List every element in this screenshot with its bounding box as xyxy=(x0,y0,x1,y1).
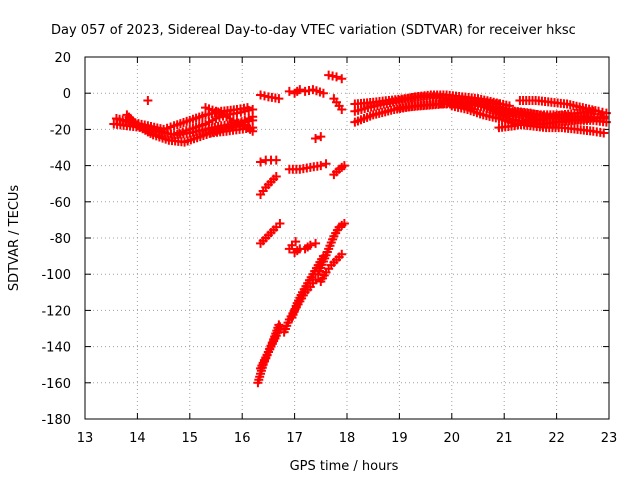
data-point xyxy=(284,86,294,96)
y-tick-label: -160 xyxy=(41,377,71,392)
y-tick-labels: 20 0 -20 -40 -60 -80 -100 -120 -140 -160 -180 xyxy=(41,51,71,428)
series-track-o xyxy=(329,161,349,180)
data-point xyxy=(271,171,281,181)
data-point xyxy=(248,104,258,114)
data-point xyxy=(311,238,321,248)
series-track-r xyxy=(290,238,321,257)
series-track-q xyxy=(284,237,301,254)
series-track-p xyxy=(256,219,285,248)
y-tick-label: -180 xyxy=(41,413,71,428)
tick-marks xyxy=(84,56,610,420)
data-point xyxy=(256,157,266,167)
x-tick-label: 16 xyxy=(234,431,251,446)
x-tick-label: 15 xyxy=(182,431,199,446)
x-tick-label: 13 xyxy=(77,431,94,446)
series-track-g xyxy=(256,90,284,104)
data-point xyxy=(274,94,284,104)
series-track-f xyxy=(206,123,258,138)
series-track-m xyxy=(256,171,281,200)
series-track-l xyxy=(256,155,281,167)
data-point xyxy=(271,155,281,165)
data-point xyxy=(337,104,347,114)
y-tick-label: -120 xyxy=(41,304,71,319)
data-point xyxy=(339,219,349,229)
x-tick-label: 17 xyxy=(286,431,303,446)
y-tick-label: 0 xyxy=(63,87,71,102)
data-point xyxy=(311,133,321,143)
data-points xyxy=(109,70,611,388)
y-axis-label: SDTVAR / TECUs xyxy=(7,185,22,292)
series-track-t xyxy=(316,249,347,286)
data-point xyxy=(337,249,347,259)
x-tick-label: 14 xyxy=(129,431,146,446)
chart-title: Day 057 of 2023, Sidereal Day-to-day VTE… xyxy=(51,23,576,38)
data-point xyxy=(337,74,347,84)
y-tick-label: -40 xyxy=(50,160,71,175)
data-point xyxy=(248,123,258,133)
x-tick-label: 19 xyxy=(391,431,408,446)
series-track-k xyxy=(311,132,326,143)
data-point xyxy=(305,240,315,250)
data-point xyxy=(316,132,326,142)
series-track-i xyxy=(324,70,347,84)
data-point xyxy=(291,237,301,247)
data-point xyxy=(275,322,285,332)
data-point xyxy=(316,161,326,171)
data-point xyxy=(295,85,305,95)
x-tick-label: 20 xyxy=(444,431,461,446)
data-point xyxy=(318,88,328,98)
data-point xyxy=(588,106,598,116)
series-track-h xyxy=(284,85,328,98)
series-track-ag xyxy=(494,106,598,133)
data-point xyxy=(339,161,349,171)
y-tick-label: -140 xyxy=(41,341,71,356)
y-tick-label: -20 xyxy=(50,123,71,138)
y-tick-label: 20 xyxy=(54,51,71,66)
data-point xyxy=(143,95,153,105)
x-tick-label: 21 xyxy=(496,431,513,446)
x-tick-label: 23 xyxy=(601,431,618,446)
y-tick-label: -60 xyxy=(50,196,71,211)
data-point xyxy=(318,251,328,261)
series-track-j xyxy=(329,94,347,114)
data-point xyxy=(332,72,342,82)
x-tick-label: 22 xyxy=(548,431,565,446)
series-track-n xyxy=(284,159,331,174)
x-axis-label: GPS time / hours xyxy=(290,459,399,474)
series-isolated xyxy=(143,95,153,105)
data-point xyxy=(311,275,321,285)
x-tick-label: 18 xyxy=(339,431,356,446)
data-point xyxy=(599,128,609,138)
series-track-x xyxy=(256,322,285,373)
data-point xyxy=(275,219,285,229)
y-tick-label: -100 xyxy=(41,268,71,283)
data-point xyxy=(321,159,331,169)
series-track-c xyxy=(122,110,258,147)
y-tick-label: -80 xyxy=(50,232,71,247)
plot-frame xyxy=(84,56,610,420)
x-tick-labels: 13 14 15 16 17 18 19 20 21 22 23 xyxy=(77,431,618,446)
